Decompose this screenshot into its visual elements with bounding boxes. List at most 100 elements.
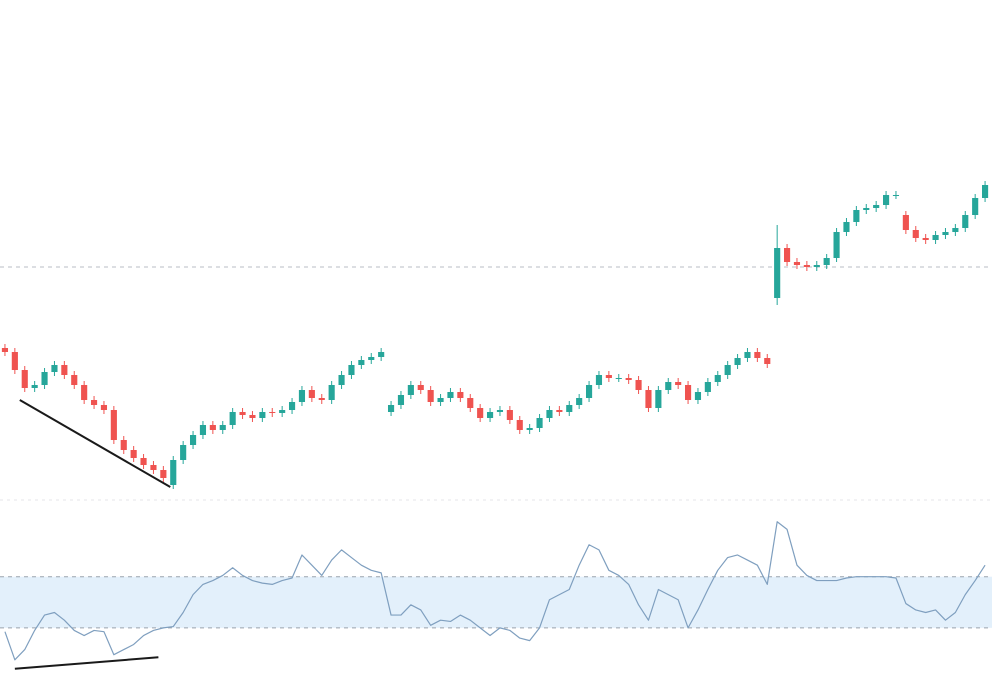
candle-body <box>130 450 137 458</box>
candle-body <box>427 390 434 402</box>
candle-body <box>546 410 553 418</box>
candle-body <box>684 385 692 400</box>
candle-body <box>853 210 860 222</box>
candle-body <box>694 392 702 400</box>
candle-body <box>180 445 187 460</box>
candle-body <box>873 205 880 208</box>
candle-body <box>318 398 325 400</box>
candle-body <box>477 408 484 418</box>
candle-body <box>378 352 385 357</box>
candle-body <box>754 352 761 358</box>
candle-body <box>942 232 949 235</box>
candle-body <box>328 385 335 400</box>
candle-body <box>288 402 296 410</box>
candle-body <box>536 418 543 428</box>
candle-body <box>734 358 741 365</box>
candle-body <box>199 425 207 435</box>
candle-body <box>625 378 632 380</box>
candle-body <box>308 390 315 398</box>
candle-body <box>714 375 721 382</box>
candle-body <box>615 378 622 379</box>
candle-body <box>100 405 108 410</box>
candle-body <box>516 420 523 430</box>
candle-body <box>229 412 236 425</box>
indicator-line <box>4 521 986 661</box>
candle-body <box>675 382 682 385</box>
candle-body <box>160 470 167 478</box>
candle-body <box>793 262 801 265</box>
candle-body <box>298 390 306 402</box>
candle-body <box>397 395 405 405</box>
candle-body <box>249 415 256 418</box>
candle-body <box>368 357 375 360</box>
candle-body <box>348 365 355 375</box>
candle-body <box>31 385 38 388</box>
candle-body <box>704 382 711 392</box>
candle-body <box>189 435 197 445</box>
candle-body <box>11 352 18 370</box>
candle-body <box>922 238 929 240</box>
candle-body <box>823 258 830 265</box>
candle-body <box>358 360 365 365</box>
candle-body <box>61 365 68 375</box>
candle-body <box>21 370 28 388</box>
candle-body <box>239 412 246 415</box>
candle-body <box>338 375 345 385</box>
candle-body <box>437 398 444 402</box>
candle-body <box>813 265 820 267</box>
candle-body <box>279 410 286 413</box>
candle-body <box>457 392 464 398</box>
candle-body <box>863 208 870 210</box>
candle-body <box>882 195 890 205</box>
trendline <box>14 656 159 670</box>
candle-body <box>150 465 157 470</box>
candle-body <box>269 412 276 413</box>
candle-body <box>407 385 414 395</box>
candle-body <box>595 375 603 385</box>
candle-body <box>724 365 731 375</box>
candle-body <box>982 185 989 198</box>
candle-body <box>387 405 395 412</box>
candle-body <box>417 385 424 390</box>
candle-body <box>81 385 88 400</box>
candle-body <box>892 195 900 196</box>
candle-body <box>556 410 563 412</box>
candle-body <box>140 458 147 465</box>
candle-body <box>843 222 850 232</box>
candle-body <box>526 428 533 430</box>
candle-body <box>110 410 117 440</box>
candle-body <box>585 385 593 398</box>
candle-body <box>774 248 781 298</box>
candle-body <box>1 348 9 352</box>
candle-body <box>635 380 642 390</box>
candle-body <box>506 410 513 420</box>
band-fill <box>0 576 992 628</box>
candle-body <box>665 382 672 390</box>
candle-body <box>71 375 78 385</box>
candle-body <box>120 440 127 450</box>
candle-body <box>576 398 583 405</box>
candle-body <box>972 198 979 215</box>
candle-body <box>833 232 840 258</box>
candle-body <box>566 405 573 412</box>
candle-body <box>764 358 771 364</box>
candle-body <box>783 248 791 262</box>
candle-body <box>496 410 504 412</box>
candle-body <box>170 460 177 485</box>
candle-body <box>219 425 226 430</box>
candle-body <box>51 365 58 372</box>
candle-body <box>912 230 919 238</box>
candle-body <box>41 372 48 385</box>
candle-body <box>467 398 474 408</box>
candle-body <box>605 375 612 378</box>
candle-body <box>645 390 652 408</box>
candle-body <box>486 412 494 418</box>
candle-body <box>90 400 98 405</box>
candle-body <box>209 425 216 430</box>
candle-body <box>447 392 454 398</box>
trendline <box>19 399 171 488</box>
candle-body <box>902 215 909 230</box>
candle-body <box>803 265 810 267</box>
